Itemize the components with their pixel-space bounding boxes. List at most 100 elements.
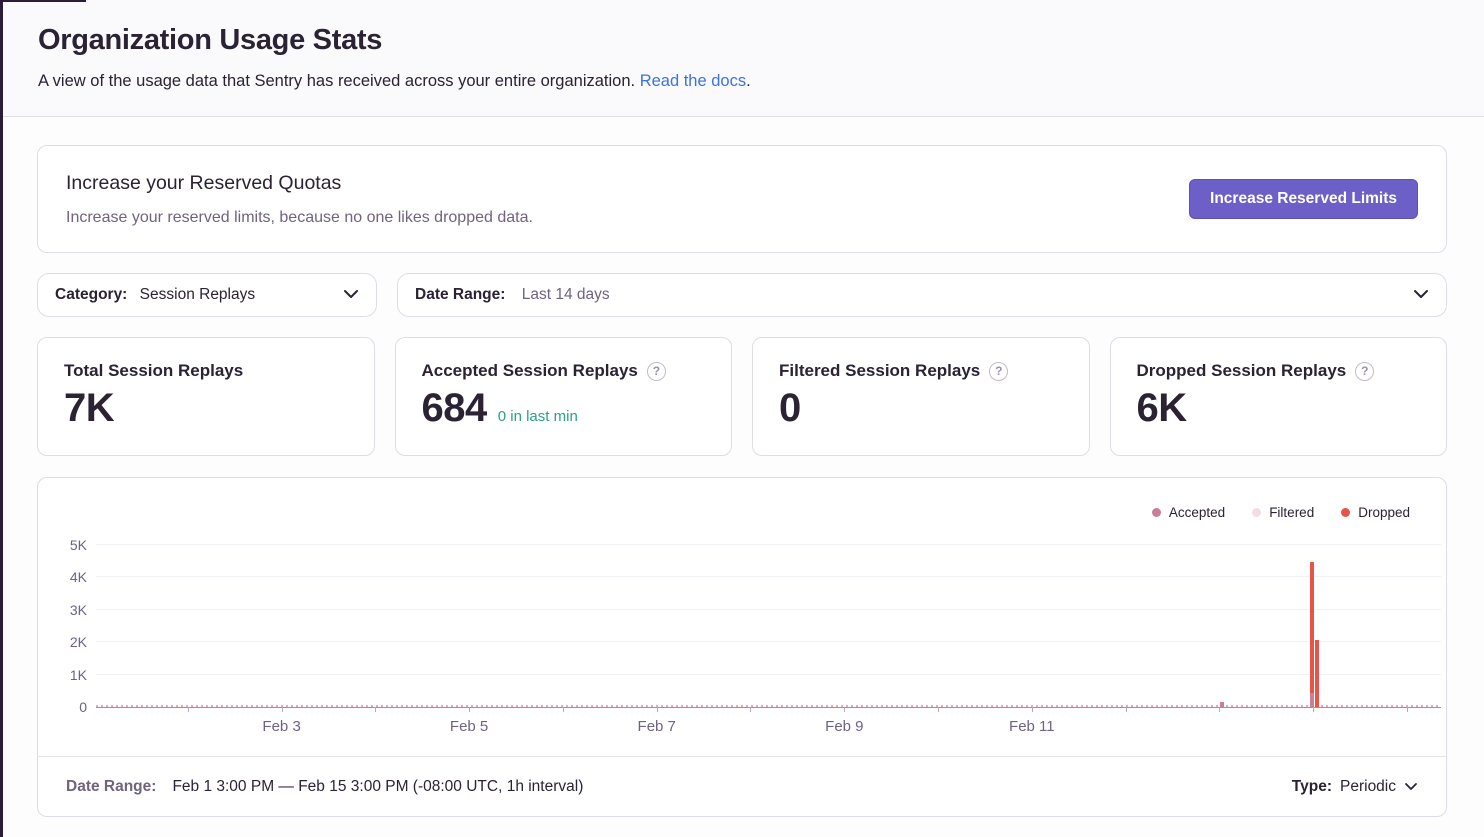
- x-axis-tick: [187, 707, 189, 712]
- x-axis-label: Feb 9: [825, 718, 864, 735]
- filter-row: Category: Session Replays Date Range: La…: [37, 273, 1447, 317]
- legend-dot-icon: [1151, 508, 1161, 517]
- category-dropdown[interactable]: Category: Session Replays: [37, 273, 377, 317]
- help-icon[interactable]: ?: [1355, 361, 1375, 381]
- usage-chart-card: Accepted Filtered Dropped 0 1K 2K 3K 4K 5K Feb 3…: [37, 477, 1447, 817]
- chart-legend: Accepted Filtered Dropped: [1151, 505, 1410, 520]
- x-axis-label: Feb 5: [449, 718, 489, 735]
- y-axis-label: 2K: [69, 634, 87, 651]
- stat-card-dropped: Dropped Session Replays ? 6K: [1109, 337, 1447, 456]
- stat-card-label-text: Dropped Session Replays: [1136, 361, 1347, 380]
- x-axis-tick: [1031, 707, 1033, 712]
- x-axis-tick: [938, 707, 940, 712]
- stat-card-label-text: Filtered Session Replays: [779, 361, 981, 380]
- category-value: Session Replays: [139, 286, 256, 303]
- stat-card-value-row: 7K: [64, 386, 348, 431]
- x-axis-label: Feb 3: [262, 718, 301, 735]
- bar-segment-accepted: [1310, 693, 1315, 707]
- chart-footer: Date Range: Feb 1 3:00 PM — Feb 15 3:00 …: [38, 756, 1446, 816]
- bar-segment-dropped: [1315, 639, 1320, 707]
- y-axis-label: 3K: [69, 601, 87, 618]
- category-dropdown-text: Category: Session Replays: [55, 286, 255, 304]
- footer-type-label: Type:: [1291, 777, 1332, 795]
- date-range-dropdown[interactable]: Date Range: Last 14 days: [397, 273, 1447, 317]
- subtitle-period: .: [746, 72, 751, 90]
- legend-label: Dropped: [1358, 505, 1410, 520]
- stat-card-label: Filtered Session Replays ?: [779, 361, 1063, 381]
- stat-card-label: Total Session Replays: [64, 361, 348, 381]
- stat-card-value: 6K: [1136, 386, 1188, 430]
- x-axis-tick: [1407, 707, 1409, 712]
- help-icon[interactable]: ?: [646, 361, 666, 381]
- x-axis-tick: [469, 707, 471, 712]
- legend-item-dropped[interactable]: Dropped: [1341, 505, 1410, 520]
- stat-cards-row: Total Session Replays 7K Accepted Sessio…: [37, 337, 1447, 456]
- quota-banner-text: Increase your Reserved Quotas Increase y…: [66, 172, 533, 227]
- x-axis-tick: [375, 707, 377, 712]
- stat-card-accepted: Accepted Session Replays ? 684 0 in last…: [394, 337, 732, 456]
- y-axis-label: 4K: [69, 569, 87, 586]
- stat-card-value: 684: [421, 386, 488, 430]
- stat-card-subtext: 0 in last min: [497, 408, 578, 425]
- app-left-edge: [0, 0, 3, 837]
- gridline: [96, 608, 1441, 610]
- quota-banner-description: Increase your reserved limits, because n…: [66, 208, 533, 226]
- footer-range-label: Date Range:: [66, 777, 157, 795]
- x-axis-label: Feb 11: [1009, 718, 1055, 735]
- x-axis-label: Feb 7: [637, 718, 676, 735]
- bar-stack: [1220, 701, 1225, 707]
- stat-card-label-text: Accepted Session Replays: [421, 361, 638, 380]
- chevron-down-icon: [343, 286, 359, 304]
- legend-label: Accepted: [1168, 505, 1226, 520]
- stat-card-value: 7K: [64, 386, 115, 430]
- stat-card-label: Accepted Session Replays ?: [422, 361, 706, 381]
- footer-range-value: Feb 1 3:00 PM — Feb 15 3:00 PM (-08:00 U…: [172, 777, 584, 795]
- plot-area: 0 1K 2K 3K 4K 5K Feb 3 Feb 5 Feb 7 Feb 9 Feb 11: [70, 529, 1441, 735]
- legend-dot-icon: [1252, 508, 1262, 517]
- x-axis-line: [96, 707, 1441, 708]
- x-axis-tick: [750, 707, 752, 712]
- chevron-down-icon: [1413, 286, 1429, 304]
- chevron-down-icon: [1404, 778, 1418, 796]
- bar-segment-accepted: [1220, 701, 1225, 707]
- stat-card-value-row: 684 0 in last min: [422, 386, 706, 431]
- main-content: Increase your Reserved Quotas Increase y…: [0, 117, 1484, 817]
- gridline: [96, 576, 1441, 578]
- x-axis-tick: [1125, 707, 1127, 712]
- bar-stack: [1315, 639, 1320, 707]
- subtitle-text: A view of the usage data that Sentry has…: [38, 72, 640, 90]
- baseline-accepted-dots: [96, 705, 1441, 707]
- date-range-value: Last 14 days: [521, 286, 610, 303]
- stat-card-filtered: Filtered Session Replays ? 0: [752, 337, 1090, 456]
- y-axis-label: 5K: [69, 536, 87, 553]
- app-top-edge: [0, 0, 86, 2]
- y-axis-label: 1K: [69, 666, 87, 683]
- x-axis-tick: [281, 707, 283, 712]
- y-axis-label: 0: [79, 699, 87, 715]
- stat-card-value-row: 6K: [1137, 386, 1421, 431]
- legend-label: Filtered: [1269, 505, 1315, 520]
- gridline: [96, 641, 1441, 643]
- stat-card-value: 0: [779, 386, 801, 430]
- date-range-dropdown-text: Date Range: Last 14 days: [415, 286, 610, 304]
- stat-card-label-text: Total Session Replays: [64, 361, 244, 380]
- stat-card-label: Dropped Session Replays ?: [1137, 361, 1421, 381]
- footer-type-value: Periodic: [1340, 777, 1396, 795]
- x-axis-tick: [844, 707, 846, 712]
- stat-card-total: Total Session Replays 7K: [37, 337, 375, 456]
- quota-banner: Increase your Reserved Quotas Increase y…: [37, 145, 1447, 253]
- chart-footer-range: Date Range: Feb 1 3:00 PM — Feb 15 3:00 …: [66, 778, 583, 796]
- gridline: [96, 543, 1441, 545]
- stat-card-value-row: 0: [779, 386, 1063, 431]
- read-the-docs-link[interactable]: Read the docs: [639, 72, 747, 90]
- help-icon[interactable]: ?: [989, 361, 1009, 381]
- legend-item-filtered[interactable]: Filtered: [1252, 505, 1314, 520]
- chart-type-dropdown[interactable]: Type: Periodic: [1292, 778, 1418, 796]
- category-label: Category:: [55, 286, 128, 303]
- page-subtitle: A view of the usage data that Sentry has…: [38, 72, 1446, 91]
- legend-dot-icon: [1341, 508, 1351, 517]
- legend-item-accepted[interactable]: Accepted: [1151, 505, 1226, 520]
- x-axis-tick: [1219, 707, 1221, 712]
- increase-reserved-limits-button[interactable]: Increase Reserved Limits: [1189, 179, 1418, 219]
- gridline: [96, 673, 1441, 675]
